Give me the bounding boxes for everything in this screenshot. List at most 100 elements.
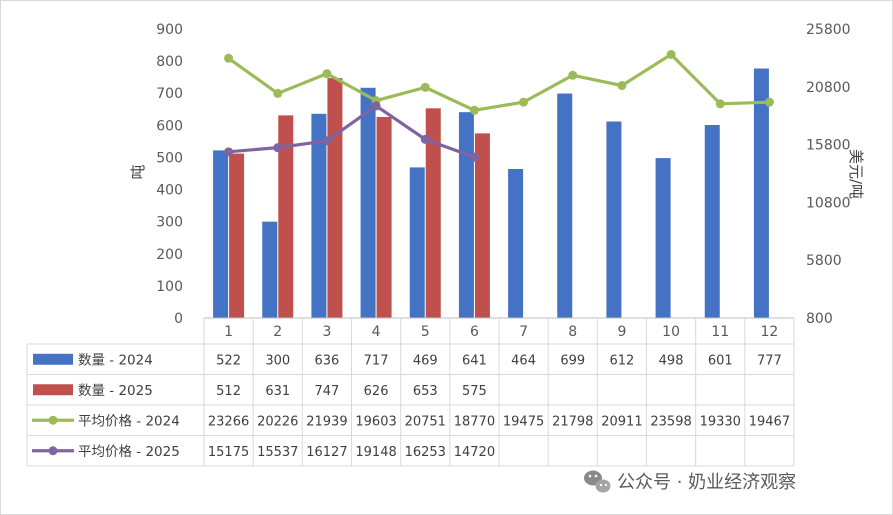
table-cell: 20911 bbox=[601, 414, 642, 429]
table-cell: 23266 bbox=[208, 414, 249, 429]
x-tick-label: 2 bbox=[273, 324, 282, 340]
bar-2024 bbox=[557, 93, 573, 318]
y-tick-label: 500 bbox=[156, 150, 183, 166]
x-tick-label: 4 bbox=[372, 324, 381, 340]
table-cell: 20751 bbox=[405, 414, 446, 429]
price-point-2025 bbox=[273, 143, 283, 153]
table-cell: 15175 bbox=[208, 445, 249, 460]
table-cell: 522 bbox=[216, 353, 241, 368]
table-cell: 19148 bbox=[355, 445, 396, 460]
table-cell: 20226 bbox=[257, 414, 298, 429]
bar-2025 bbox=[376, 116, 392, 319]
table-cell: 601 bbox=[708, 353, 733, 368]
price-line-2024 bbox=[227, 52, 770, 112]
wechat-icon bbox=[584, 470, 611, 493]
table-cell: 300 bbox=[265, 353, 290, 368]
table-cell: 512 bbox=[216, 384, 241, 399]
price-point-2024 bbox=[224, 53, 234, 63]
price-line-2025 bbox=[228, 104, 475, 159]
table-cell: 15537 bbox=[257, 445, 298, 460]
table-cell: 19467 bbox=[749, 414, 790, 429]
bar-2024 bbox=[753, 68, 769, 318]
table-cell: 469 bbox=[413, 353, 438, 368]
y2-tick-label: 800 bbox=[806, 311, 833, 327]
y2-tick-label: 5800 bbox=[806, 253, 842, 269]
y2-tick-label: 20800 bbox=[806, 80, 851, 96]
price-point-2025 bbox=[322, 136, 332, 146]
x-tick-label: 12 bbox=[761, 324, 779, 340]
table-cell: 498 bbox=[659, 353, 684, 368]
y-tick-label: 600 bbox=[156, 118, 183, 134]
price-point-2024 bbox=[519, 97, 529, 107]
x-tick-label: 5 bbox=[421, 324, 430, 340]
bar-2024 bbox=[262, 221, 278, 318]
bar-2024 bbox=[606, 121, 622, 318]
legend-entry: 平均价格 - 2025 bbox=[78, 444, 180, 460]
table-cell: 777 bbox=[757, 353, 782, 368]
table-cell: 747 bbox=[315, 384, 340, 399]
y-tick-label: 800 bbox=[156, 54, 183, 70]
legend-entry: 数量 - 2024 bbox=[78, 352, 153, 368]
table-cell: 16253 bbox=[405, 445, 446, 460]
y-tick-label: 400 bbox=[156, 183, 183, 199]
y2-axis-title: 美元/吨 bbox=[847, 149, 865, 199]
x-tick-label: 7 bbox=[519, 324, 528, 340]
table-cell: 636 bbox=[315, 353, 340, 368]
legend-key-marker bbox=[48, 446, 58, 456]
bar-2024 bbox=[360, 87, 376, 318]
legend-entry: 数量 - 2025 bbox=[78, 383, 153, 399]
bar-2024 bbox=[704, 125, 720, 318]
price-point-2025 bbox=[371, 101, 381, 111]
table-cell: 23598 bbox=[650, 414, 691, 429]
bar-2025 bbox=[474, 133, 490, 318]
table-cell: 699 bbox=[560, 353, 585, 368]
table-cell: 464 bbox=[511, 353, 536, 368]
bar-2024 bbox=[213, 150, 229, 318]
legend-key-bar bbox=[33, 384, 73, 396]
bar-2025 bbox=[229, 153, 245, 318]
x-tick-label: 6 bbox=[470, 324, 479, 340]
y2-tick-label: 15800 bbox=[806, 138, 851, 154]
table-cell: 14720 bbox=[454, 445, 495, 460]
y-tick-label: 700 bbox=[156, 86, 183, 102]
bar-2024 bbox=[311, 113, 327, 318]
bar-2024 bbox=[458, 112, 474, 318]
price-point-2024 bbox=[617, 81, 627, 91]
bar-2024 bbox=[508, 169, 524, 318]
table-cell: 626 bbox=[364, 384, 389, 399]
watermark: 公众号 · 奶业经济观察 bbox=[584, 470, 796, 493]
bar-2024 bbox=[655, 158, 671, 318]
price-point-2024 bbox=[764, 97, 774, 107]
y-tick-label: 300 bbox=[156, 215, 183, 231]
x-tick-label: 1 bbox=[224, 324, 233, 340]
table-cell: 21939 bbox=[306, 414, 347, 429]
table-cell: 631 bbox=[265, 384, 290, 399]
y-tick-label: 900 bbox=[156, 22, 183, 38]
bar-2025 bbox=[327, 78, 343, 318]
legend-key-marker bbox=[48, 415, 58, 425]
y-tick-label: 0 bbox=[174, 311, 183, 327]
price-point-2024 bbox=[420, 82, 430, 92]
table-cell: 19603 bbox=[355, 414, 396, 429]
price-point-2024 bbox=[273, 88, 283, 98]
table-cell: 575 bbox=[462, 384, 487, 399]
price-point-2024 bbox=[715, 99, 725, 109]
legend-entry: 平均价格 - 2024 bbox=[78, 413, 180, 429]
price-point-2024 bbox=[469, 105, 479, 115]
y2-tick-label: 10800 bbox=[806, 195, 851, 211]
bar-2024 bbox=[409, 167, 425, 318]
x-tick-label: 9 bbox=[617, 324, 626, 340]
price-point-2025 bbox=[469, 152, 479, 162]
y2-tick-label: 25800 bbox=[806, 22, 851, 38]
x-tick-label: 11 bbox=[711, 324, 729, 340]
table-cell: 18770 bbox=[454, 414, 495, 429]
y-tick-label: 100 bbox=[156, 279, 183, 295]
bar-2025 bbox=[278, 115, 294, 318]
table-cell: 717 bbox=[364, 353, 389, 368]
price-point-2025 bbox=[224, 147, 234, 157]
price-point-2024 bbox=[568, 70, 578, 80]
x-tick-label: 3 bbox=[322, 324, 331, 340]
legend-key-bar bbox=[33, 353, 73, 365]
bar-2025 bbox=[425, 108, 441, 318]
